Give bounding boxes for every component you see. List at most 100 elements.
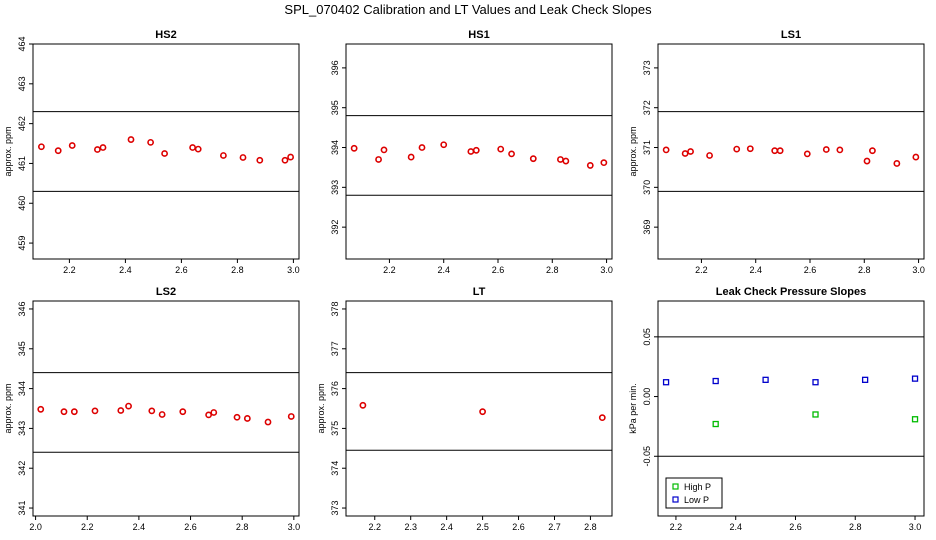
y-tick-label: 346	[17, 301, 27, 316]
y-axis-label: approx. ppm	[316, 383, 326, 433]
x-tick-label: 2.8	[858, 265, 871, 275]
figure-title: SPL_070402 Calibration and LT Values and…	[284, 2, 652, 17]
y-tick-label: 372	[642, 100, 652, 115]
data-point	[359, 401, 367, 409]
y-tick-label: 375	[330, 421, 340, 436]
data-point-low-p	[812, 379, 819, 386]
x-tick-label: 3.0	[909, 522, 922, 532]
panel-hs1: HS1 2.2 2.4 2.6 2.8 3.0 392 393 394 395 396	[330, 29, 613, 275]
data-point	[94, 146, 101, 153]
y-tick-label: 393	[330, 180, 340, 195]
x-tick-label: 2.4	[749, 265, 762, 275]
data-point	[822, 146, 830, 153]
data-point	[407, 153, 415, 161]
x-tick-label: 2.8	[849, 522, 862, 532]
x-tick-label: 2.6	[512, 522, 525, 532]
data-point	[746, 145, 754, 153]
panel-lt: LT approx. ppm 2.2 2.3 2.4 2.5 2.6 2.7 2.8 373 374…	[316, 286, 613, 532]
x-tick-label: 2.8	[231, 265, 244, 275]
x-tick-label: 2.3	[404, 522, 417, 532]
data-point-high-p	[911, 416, 919, 423]
data-point	[179, 408, 187, 416]
data-point	[912, 153, 920, 161]
data-point	[350, 144, 358, 152]
data-point	[681, 150, 689, 157]
x-tick-label: 2.4	[119, 265, 132, 275]
panel-title: HS2	[155, 29, 176, 41]
x-tick-label: 2.2	[81, 522, 94, 532]
data-point	[54, 147, 62, 155]
data-point	[91, 407, 99, 415]
y-tick-label: 464	[17, 36, 27, 51]
data-point	[38, 143, 45, 151]
legend-swatch-high-p	[672, 483, 679, 490]
y-tick-label: 373	[642, 60, 652, 75]
y-tick-label: -0.05	[642, 446, 652, 467]
data-point	[557, 156, 564, 163]
plot-frame	[32, 300, 300, 517]
data-point	[440, 141, 448, 149]
data-point-low-p	[911, 375, 919, 382]
data-point	[287, 153, 294, 161]
data-point	[70, 408, 78, 416]
y-tick-label: 371	[642, 140, 652, 155]
x-tick-label: 2.7	[548, 522, 561, 532]
data-point	[189, 144, 196, 151]
x-tick-label: 3.0	[912, 265, 925, 275]
data-point	[380, 146, 388, 154]
y-tick-label: 459	[17, 236, 27, 251]
plot-frame	[657, 300, 925, 517]
data-point	[479, 408, 486, 416]
data-point	[803, 150, 811, 158]
data-point	[127, 136, 135, 143]
panel-ls2: LS2 approx. ppm 2.0 2.2 2.4 2.6 2.8 3.0 341 342 34…	[3, 286, 300, 532]
data-point	[586, 162, 594, 169]
data-point	[497, 145, 505, 153]
x-tick-label: 3.0	[287, 265, 300, 275]
x-tick-label: 2.2	[695, 265, 708, 275]
plot-frame	[345, 300, 613, 517]
data-point	[662, 146, 670, 154]
x-tick-label: 2.8	[236, 522, 249, 532]
legend-box	[665, 477, 723, 509]
x-tick-label: 2.8	[546, 265, 559, 275]
x-tick-label: 2.4	[133, 522, 146, 532]
data-point-high-p	[812, 411, 819, 418]
y-axis-label: approx. ppm	[3, 383, 13, 433]
y-tick-label: 370	[642, 180, 652, 195]
x-tick-label: 2.4	[440, 522, 453, 532]
data-point	[37, 405, 45, 413]
x-tick-label: 2.2	[63, 265, 76, 275]
y-tick-label: 344	[17, 381, 27, 396]
y-tick-label: 460	[17, 196, 27, 211]
plot-frame	[32, 43, 300, 260]
data-point	[508, 150, 515, 158]
panel-title: LS2	[156, 286, 176, 298]
data-point	[256, 156, 264, 164]
data-point	[210, 409, 218, 416]
panel-title: LS1	[781, 29, 801, 41]
data-point	[243, 415, 251, 422]
data-point	[836, 146, 844, 154]
x-tick-label: 2.6	[789, 522, 802, 532]
data-point	[239, 154, 247, 161]
data-point	[706, 152, 713, 159]
x-tick-label: 2.6	[804, 265, 817, 275]
y-tick-label: 396	[330, 60, 340, 75]
y-tick-label: 461	[17, 156, 27, 171]
data-point	[68, 142, 76, 149]
data-point	[893, 160, 901, 167]
x-tick-label: 3.0	[600, 265, 613, 275]
legend-label-low-p: Low P	[684, 495, 709, 505]
panel-ls1: LS1 approx. ppm 2.2 2.4 2.6 2.8 3.0 369 370 371 37…	[628, 29, 925, 275]
y-tick-label: 341	[17, 501, 27, 516]
data-point	[60, 408, 68, 416]
y-tick-label: 376	[330, 381, 340, 396]
y-tick-label: 395	[330, 100, 340, 115]
plot-frame	[657, 43, 925, 260]
legend-swatch-low-p	[672, 496, 679, 503]
data-point-low-p	[712, 377, 719, 385]
data-point	[147, 138, 154, 146]
panel-hs2: HS2 approx. ppm 2.2 2.4 2.6 2.8 3.0 459 460 461 46…	[3, 29, 300, 275]
